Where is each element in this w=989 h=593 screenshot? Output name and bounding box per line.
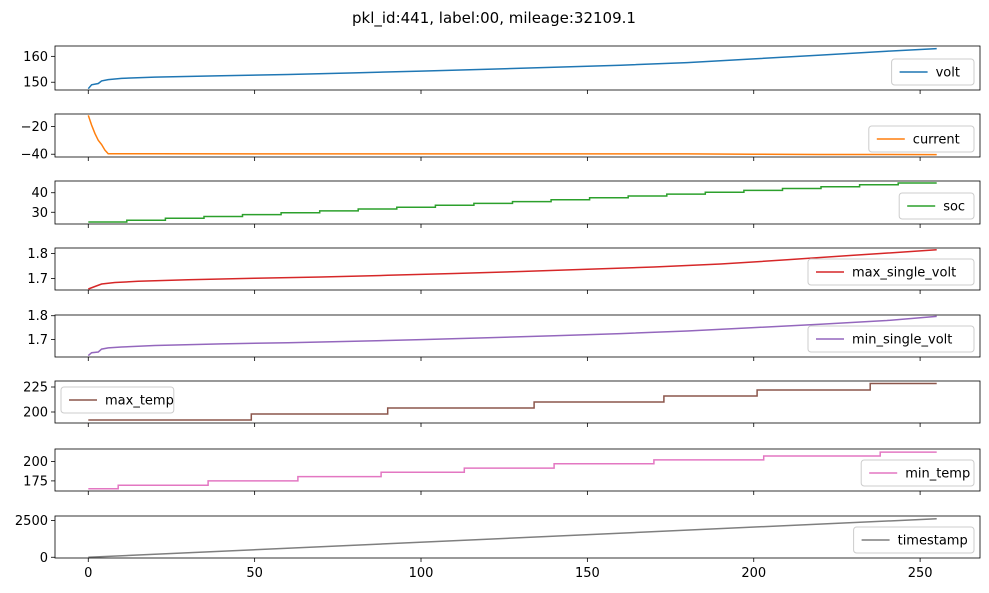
legend-box (860, 459, 975, 487)
x-tick-label: 150 (575, 566, 600, 581)
x-tick-label: 100 (409, 566, 434, 581)
axes-frame-soc (54, 180, 981, 225)
y-tick-label-soc: 40 (31, 186, 48, 201)
legend-max_single_volt: max_single_volt (807, 258, 975, 286)
legend-box (853, 526, 975, 554)
series-line-current (87, 115, 937, 156)
y-tick-label-max_temp: 200 (23, 406, 48, 421)
subplot-max_temp: 200 225 max_temp (23, 380, 981, 427)
legend-label: min_single_volt (852, 333, 952, 348)
legend-label: current (913, 133, 960, 148)
legend-min_temp: min_temp (860, 459, 975, 487)
series-line-volt (87, 47, 937, 90)
series-line-max_temp (88, 382, 937, 421)
legend-min_single_volt: min_single_volt (807, 325, 975, 353)
y-tick-label-soc: 30 (31, 206, 48, 221)
x-tick-label: 0 (84, 566, 92, 581)
subplot-soc: 30 40 soc (31, 180, 981, 228)
legend-box (891, 58, 975, 86)
figure-title: pkl_id:441, label:00, mileage:32109.1 (352, 9, 636, 28)
subplot-max_single_volt: 1.7 1.8 max_single_volt (27, 247, 981, 294)
legend-box (807, 258, 975, 286)
axes-frame-timestamp (54, 515, 981, 559)
subplot-min_temp: 175 200 min_temp (23, 448, 981, 495)
legend-label: max_temp (105, 394, 174, 409)
legend-box (898, 192, 975, 220)
axes-frame-min_temp (54, 448, 981, 492)
y-tick-label-max_single_volt: 1.8 (27, 247, 48, 262)
series-line-min_single_volt (87, 315, 937, 357)
legend-label: max_single_volt (852, 266, 956, 281)
legend-current: current (868, 125, 975, 153)
subplot-min_single_volt: 1.7 1.8 min_single_volt (27, 309, 981, 361)
axes-frame-max_single_volt (54, 247, 981, 291)
axes-frame-min_single_volt (54, 314, 981, 358)
y-tick-label-volt: 150 (23, 76, 48, 91)
axes-frame-current (54, 113, 981, 158)
legend-soc: soc (898, 192, 975, 220)
legend-label: timestamp (898, 534, 968, 549)
subplot-stack: 150 160 volt −20 −40 current 30 40 soc 1.7 1.8 max_… (15, 45, 981, 581)
series-line-min_temp (88, 451, 937, 490)
y-tick-label-max_single_volt: 1.7 (27, 272, 48, 287)
legend-box (807, 325, 975, 353)
y-tick-label-min_temp: 175 (23, 474, 48, 489)
legend-max_temp: max_temp (60, 386, 175, 414)
x-tick-label: 50 (246, 566, 263, 581)
y-tick-label-timestamp: 2500 (15, 514, 48, 529)
x-tick-label: 200 (741, 566, 766, 581)
x-tick-label: 250 (908, 566, 933, 581)
series-line-timestamp (88, 518, 937, 559)
y-tick-label-current: −20 (21, 120, 48, 135)
legend-timestamp: timestamp (853, 526, 975, 554)
subplot-volt: 150 160 volt (23, 45, 981, 94)
y-tick-label-min_temp: 200 (23, 455, 48, 470)
series-line-soc (88, 182, 937, 223)
legend-label: min_temp (905, 467, 970, 482)
subplot-current: −20 −40 current (21, 113, 981, 163)
legend-volt: volt (891, 58, 975, 86)
legend-label: soc (943, 200, 965, 215)
y-tick-label-min_single_volt: 1.7 (27, 333, 48, 348)
legend-box (60, 386, 175, 414)
y-tick-label-timestamp: 0 (40, 551, 48, 566)
legend-box (868, 125, 975, 153)
series-line-max_single_volt (88, 249, 937, 290)
subplot-timestamp: 0 2500 0 50 100 150 200 250 timestamp (15, 514, 981, 581)
axes-frame-volt (54, 45, 981, 91)
axes-frame-max_temp (54, 380, 981, 424)
y-tick-label-volt: 160 (23, 50, 48, 65)
y-tick-label-min_single_volt: 1.8 (27, 309, 48, 324)
y-tick-label-max_temp: 225 (23, 381, 48, 396)
legend-label: volt (936, 66, 960, 81)
y-tick-label-current: −40 (21, 148, 48, 163)
